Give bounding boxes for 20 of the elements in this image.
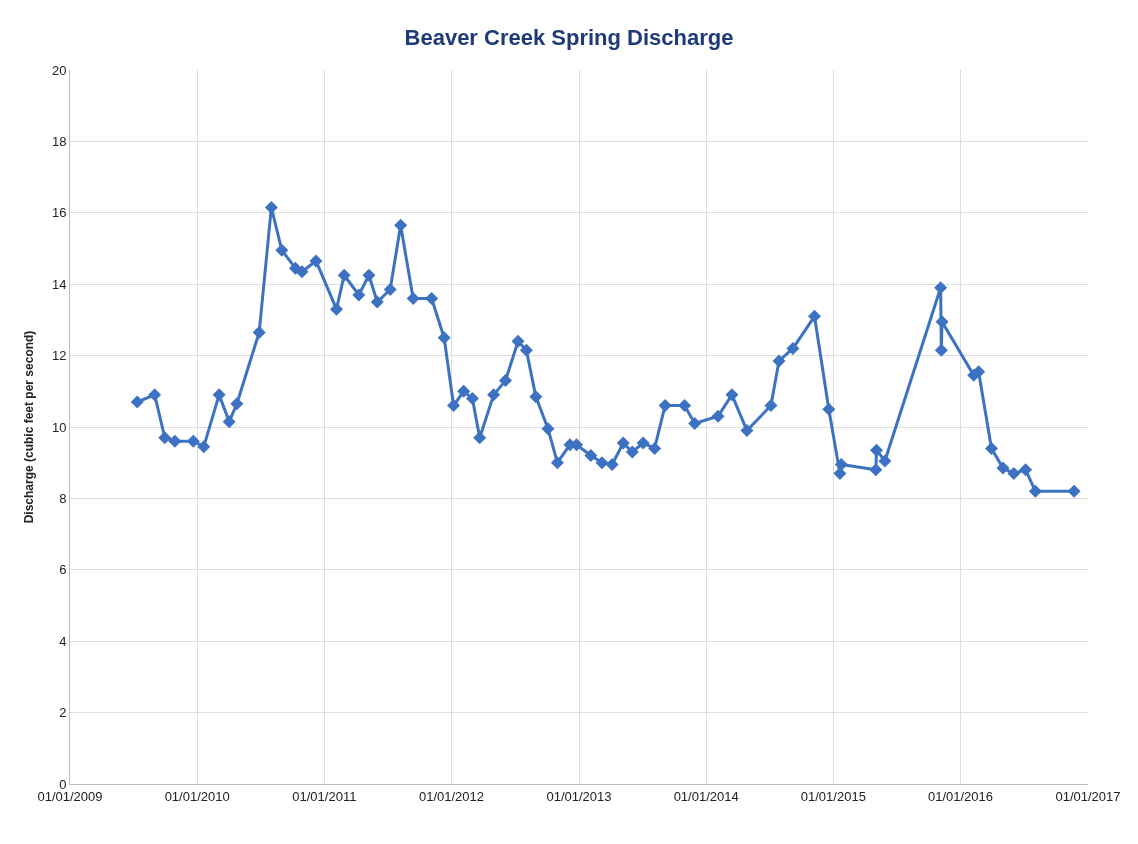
y-tick-label: 14	[51, 276, 67, 292]
x-tick-label: 01/01/2012	[418, 788, 485, 804]
y-tick-label: 6	[59, 562, 67, 578]
y-tick-label: 12	[51, 348, 67, 364]
y-tick-label: 2	[59, 705, 67, 721]
x-tick-label: 01/01/2014	[673, 788, 739, 804]
x-tick-label: 01/01/2010	[164, 788, 230, 804]
y-tick-label: 20	[51, 62, 67, 78]
y-axis-title: Discharge (cubic feet per second)	[22, 330, 37, 524]
y-tick-label: 16	[51, 205, 67, 221]
y-tick-label: 4	[59, 633, 67, 649]
y-tick-label: 8	[59, 490, 67, 506]
chart-title: Beaver Creek Spring Discharge	[404, 24, 734, 50]
x-tick-label: 01/01/2011	[292, 788, 357, 804]
x-tick-label: 01/01/2015	[800, 788, 866, 804]
y-tick-label: 18	[51, 133, 67, 149]
x-tick-label: 01/01/2016	[927, 788, 994, 804]
x-tick-label: 01/01/2017	[1055, 788, 1121, 804]
y-tick-label: 10	[51, 419, 67, 435]
x-tick-label: 01/01/2013	[546, 788, 612, 804]
